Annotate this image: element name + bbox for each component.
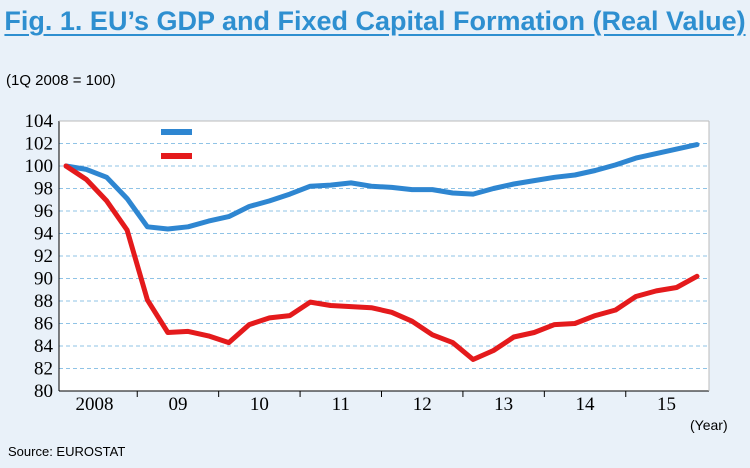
y-tick-label: 94 [34,224,54,245]
y-tick-label: 86 [34,314,53,335]
x-tick-label: 11 [332,394,350,415]
y-axis-unit-label: (1Q 2008 = 100) [6,72,116,89]
y-tick-label: 100 [25,156,54,177]
axes [58,120,710,392]
x-tick-label: 09 [168,394,187,415]
legend [161,129,192,159]
x-tick-label: 2008 [76,394,114,415]
series-lines [63,142,700,362]
y-tick-label: 84 [34,336,54,357]
y-tick-label: 90 [34,269,53,290]
source-note: Source: EUROSTAT [8,444,126,459]
x-tick-label: 10 [250,394,269,415]
x-axis-ticks: 2008 09 10 11 12 13 14 15 [76,391,676,415]
x-tick-label: 13 [494,394,513,415]
y-tick-label: 80 [34,381,53,402]
series-line [63,142,700,232]
grid-lines [59,120,709,369]
x-axis-unit-label: (Year) [690,417,728,433]
y-tick-label: 104 [25,111,54,132]
x-tick-label: 12 [413,394,432,415]
y-tick-label: 96 [34,201,53,222]
chart-title: Fig. 1. EU’s GDP and Fixed Capital Forma… [4,6,746,36]
y-tick-label: 102 [25,134,54,155]
y-tick-label: 92 [34,246,53,267]
x-tick-label: 14 [576,394,596,415]
y-tick-label: 88 [34,291,53,312]
series-line [63,163,700,362]
x-tick-label: 15 [657,394,676,415]
y-tick-label: 82 [34,359,53,380]
y-tick-label: 98 [34,179,53,200]
